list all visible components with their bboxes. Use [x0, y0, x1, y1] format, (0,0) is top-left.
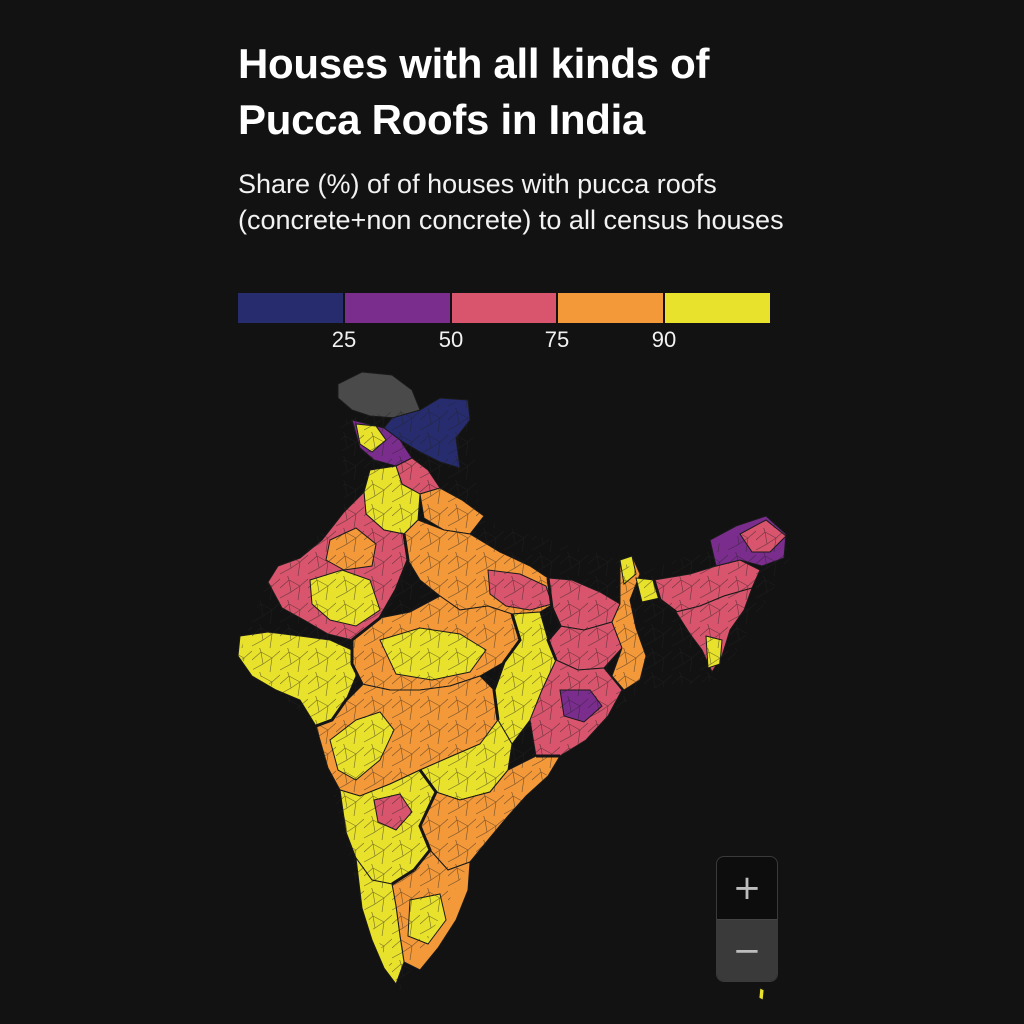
legend-tick-75: 75: [544, 327, 570, 352]
state-borders: [315, 533, 677, 886]
color-legend: 25 50 75 90: [238, 293, 770, 353]
legend-swatch-50-75: [451, 293, 559, 323]
page-title: Houses with all kinds of Pucca Roofs in …: [238, 40, 710, 143]
legend-bar: [238, 293, 770, 323]
page-subtitle: Share (%) of of houses with pucca roofs …: [238, 169, 784, 235]
india-map[interactable]: [0, 360, 1024, 1024]
legend-swatch-25-50: [344, 293, 452, 323]
zoom-in-button[interactable]: +: [732, 868, 762, 908]
zoom-divider: [717, 919, 777, 920]
zoom-out-button[interactable]: −: [717, 920, 777, 981]
legend-swatch-below-25: [238, 293, 345, 323]
district-texture: [238, 400, 790, 990]
legend-swatch-90-plus: [665, 293, 770, 323]
legend-swatch-75-90: [558, 293, 666, 323]
legend-tick-90: 90: [651, 327, 677, 352]
legend-tick-50: 50: [438, 327, 464, 352]
zoom-control: + −: [716, 856, 778, 982]
legend-tick-25: 25: [331, 327, 357, 352]
